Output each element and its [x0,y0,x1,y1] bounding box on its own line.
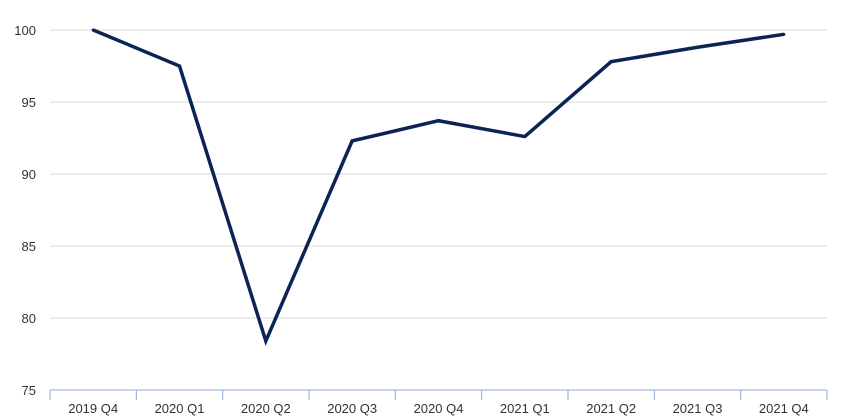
x-axis-tick-labels: 2019 Q4 2020 Q1 2020 Q2 2020 Q3 2020 Q4 2021 … [68,401,809,416]
data-point [91,28,95,32]
data-point [696,45,699,49]
x-tick-label: 2020 Q2 [241,401,291,416]
x-tick-label: 2021 Q4 [759,401,809,416]
x-tick-label: 2020 Q4 [414,401,464,416]
x-axis [49,389,828,400]
data-point [782,32,786,36]
y-tick-label: 85 [22,239,36,254]
series-line [92,28,785,347]
data-point [350,139,354,143]
data-point [523,135,527,139]
data-point [178,64,181,68]
data-point [264,339,268,343]
y-tick-label: 90 [22,167,36,182]
x-tick-label: 2021 Q2 [586,401,636,416]
y-tick-label: 80 [22,311,36,326]
grid-lines [50,29,827,319]
data-point [437,119,440,123]
y-tick-label: 100 [14,23,36,38]
x-tick-label: 2020 Q3 [327,401,377,416]
series-layer [91,28,786,347]
y-tick-label: 95 [22,95,36,110]
x-tick-label: 2021 Q1 [500,401,550,416]
data-point [609,60,613,64]
x-tick-label: 2020 Q1 [155,401,205,416]
y-tick-label: 75 [22,383,36,398]
x-tick-label: 2021 Q3 [673,401,723,416]
x-tick-label: 2019 Q4 [68,401,118,416]
y-axis-tick-labels: 75 80 85 90 95 100 [14,23,36,398]
